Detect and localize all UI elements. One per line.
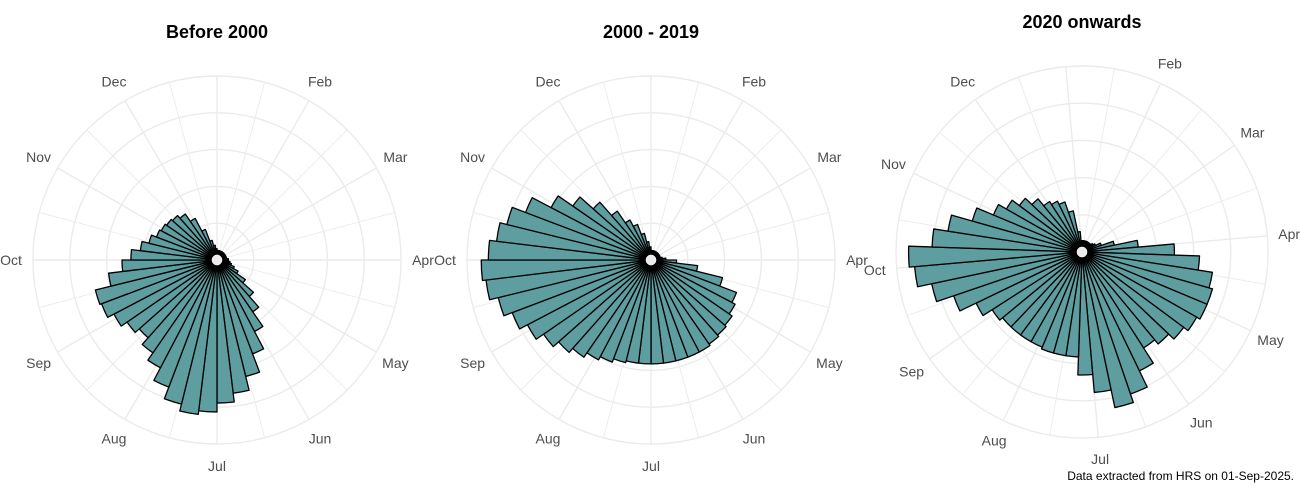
grid-spoke-minor xyxy=(216,129,348,261)
month-label: Jun xyxy=(1190,414,1213,430)
grid-spoke-minor xyxy=(1081,68,1115,253)
month-label: Aug xyxy=(102,430,127,446)
grid-spoke xyxy=(1081,144,1235,253)
grid-ring xyxy=(895,65,1269,439)
month-label: May xyxy=(382,355,408,371)
grid-spoke-minor xyxy=(1081,109,1202,253)
month-label: Mar xyxy=(1240,125,1264,141)
month-label: Jun xyxy=(309,430,332,446)
month-label: Mar xyxy=(817,149,841,165)
grid-spoke-minor xyxy=(216,259,395,309)
month-label: Nov xyxy=(881,156,906,172)
panel-title: 2000 - 2019 xyxy=(603,22,699,42)
panel-title: Before 2000 xyxy=(166,22,268,42)
panel-title: 2020 onwards xyxy=(1022,12,1141,32)
month-label: May xyxy=(816,355,842,371)
month-label: Feb xyxy=(742,74,766,90)
month-label: Jul xyxy=(208,458,226,474)
grid-spoke xyxy=(1081,83,1162,253)
grid-spoke xyxy=(1065,66,1083,253)
month-label: Dec xyxy=(102,74,127,90)
month-label: Oct xyxy=(0,252,22,268)
month-label: Mar xyxy=(383,149,407,165)
month-label: Sep xyxy=(899,363,924,379)
grid-spoke-minor xyxy=(216,82,266,261)
month-label: Aug xyxy=(536,430,561,446)
polar-bar xyxy=(1077,231,1083,247)
month-label: Feb xyxy=(308,74,332,90)
grid-spoke xyxy=(216,100,310,261)
grid-spoke-minor xyxy=(650,129,782,261)
grid-spoke xyxy=(650,100,744,261)
month-label: Dec xyxy=(536,74,561,90)
month-label: Sep xyxy=(460,355,485,371)
grid-spoke xyxy=(650,167,811,261)
polar-panel: Feb Mar Apr May Jun Jul Aug Sep Oct Nov Dec 2000 - … xyxy=(434,22,868,474)
month-label: Nov xyxy=(26,149,51,165)
month-label: May xyxy=(1257,332,1283,348)
month-label: Jul xyxy=(1091,451,1109,467)
month-label: Oct xyxy=(434,252,456,268)
polar-panel: Feb Mar Apr May Jun Jul Aug Sep Oct Nov Dec 2020 on… xyxy=(864,12,1300,467)
grid-spoke-minor xyxy=(650,82,700,261)
month-label: Dec xyxy=(950,74,975,90)
grid-spoke-minor xyxy=(650,211,829,261)
month-label: Jul xyxy=(642,458,660,474)
month-label: Feb xyxy=(1158,55,1182,71)
month-label: Sep xyxy=(26,355,51,371)
month-label: Oct xyxy=(864,262,886,278)
month-label: Apr xyxy=(412,252,434,268)
polar-panel: Feb Mar Apr May Jun Jul Aug Sep Oct Nov Dec Before … xyxy=(0,22,434,474)
grid-spoke-minor xyxy=(216,211,395,261)
month-label: Apr xyxy=(846,252,868,268)
grid-spoke-minor xyxy=(168,82,218,261)
data-source-caption: Data extracted from HRS on 01-Sep-2025. xyxy=(1067,469,1294,483)
grid-spoke xyxy=(216,259,377,353)
month-label: Nov xyxy=(460,149,485,165)
month-label: Aug xyxy=(982,433,1007,449)
month-label: Jun xyxy=(743,430,766,446)
month-label: Apr xyxy=(1278,226,1300,242)
polar-bar xyxy=(648,246,652,255)
grid-spoke-minor xyxy=(602,82,652,261)
grid-spoke xyxy=(216,167,377,261)
polar-bar xyxy=(214,248,218,255)
